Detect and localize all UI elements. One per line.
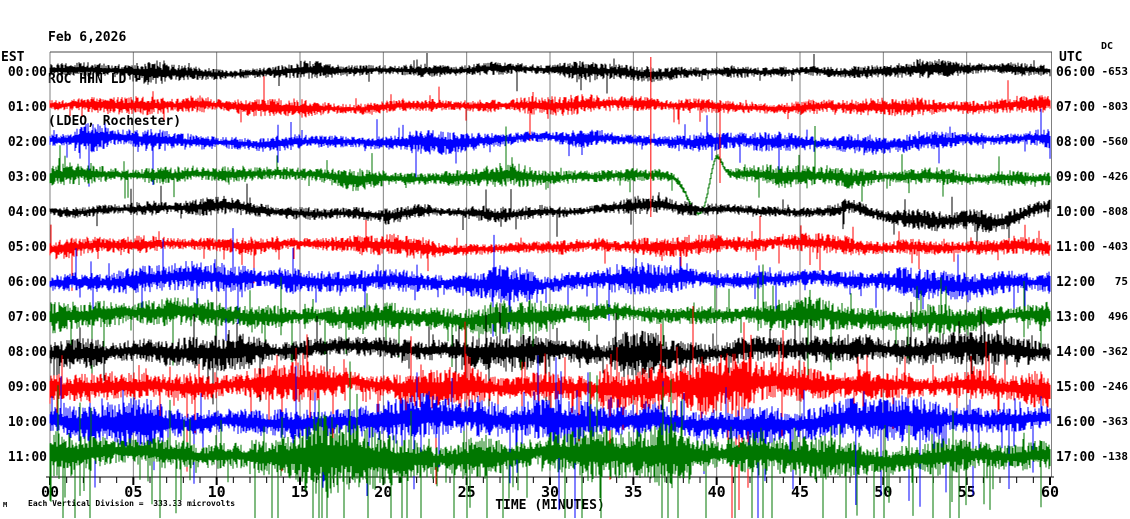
dc-value-1: -803 — [1102, 100, 1129, 113]
title-station: ROC HHN LD -- — [48, 72, 150, 87]
trace-row-11-11:00 — [49, 361, 1051, 518]
x-tick-label-40: 40 — [708, 483, 726, 501]
chart-title: Feb 6,2026 ROC HHN LD -- (LDEO, Rocheste… — [48, 3, 181, 143]
dc-value-6: 75 — [1115, 275, 1128, 288]
est-time-label-8: 08:00 — [8, 345, 47, 360]
trace-row-7-07:00 — [49, 264, 1051, 387]
x-tick-label-50: 50 — [874, 483, 892, 501]
utc-time-label-11: 17:00 — [1056, 450, 1095, 465]
trace-row-6-06:00 — [49, 228, 1051, 341]
dc-column-label: DC — [1101, 41, 1114, 52]
dc-value-4: -808 — [1102, 205, 1129, 218]
est-time-label-11: 11:00 — [8, 450, 47, 465]
utc-time-label-0: 06:00 — [1056, 65, 1095, 80]
trace-row-10-10:00 — [49, 355, 1051, 518]
est-time-label-9: 09:00 — [8, 380, 47, 395]
trace-row-2-02:00 — [49, 108, 1051, 187]
utc-time-label-6: 12:00 — [1056, 275, 1095, 290]
trace-row-9-09:00 — [49, 306, 1051, 518]
x-tick-label-55: 55 — [958, 483, 976, 501]
est-axis-label: EST — [1, 50, 25, 65]
utc-time-label-5: 11:00 — [1056, 240, 1095, 255]
title-network: (LDEO, Rochester) — [48, 114, 182, 129]
est-time-label-1: 01:00 — [8, 100, 47, 115]
dc-value-10: -363 — [1102, 415, 1129, 428]
est-time-label-10: 10:00 — [8, 415, 47, 430]
dc-value-5: -403 — [1102, 240, 1129, 253]
scale-note: Each Vertical Division = 333.33 microvol… — [28, 499, 236, 508]
utc-axis-label: UTC — [1059, 50, 1083, 65]
title-date: Feb 6,2026 — [48, 30, 127, 45]
est-time-label-0: 00:00 — [8, 65, 47, 80]
x-tick-label-35: 35 — [624, 483, 642, 501]
trace-row-8-08:00 — [49, 301, 1051, 431]
trace-row-0-00:00 — [49, 53, 1051, 94]
x-tick-label-30: 30 — [541, 483, 559, 501]
trace-row-4-04:00 — [49, 183, 1051, 249]
est-time-label-2: 02:00 — [8, 135, 47, 150]
est-time-label-5: 05:00 — [8, 240, 47, 255]
watermark-glyph: M — [3, 501, 8, 509]
dc-value-7: 496 — [1108, 310, 1128, 323]
trace-row-3-03:00 — [49, 126, 1051, 216]
dc-value-0: -653 — [1102, 65, 1129, 78]
x-tick-label-10: 10 — [208, 483, 226, 501]
x-tick-label-45: 45 — [791, 483, 809, 501]
utc-time-label-10: 16:00 — [1056, 415, 1095, 430]
x-tick-label-60: 60 — [1041, 483, 1059, 501]
dc-value-11: -138 — [1102, 450, 1129, 463]
dc-value-8: -362 — [1102, 345, 1129, 358]
dc-value-9: -246 — [1102, 380, 1129, 393]
utc-time-label-7: 13:00 — [1056, 310, 1095, 325]
trace-row-1-01:00 — [49, 76, 1051, 142]
est-time-label-3: 03:00 — [8, 170, 47, 185]
dc-value-2: -560 — [1102, 135, 1129, 148]
x-axis-title: TIME (MINUTES) — [495, 498, 605, 513]
est-time-label-6: 06:00 — [8, 275, 47, 290]
est-time-label-4: 04:00 — [8, 205, 47, 220]
dc-value-3: -426 — [1102, 170, 1129, 183]
utc-time-label-2: 08:00 — [1056, 135, 1095, 150]
utc-time-label-1: 07:00 — [1056, 100, 1095, 115]
est-time-label-7: 07:00 — [8, 310, 47, 325]
x-tick-label-20: 20 — [374, 483, 392, 501]
x-tick-label-05: 05 — [124, 483, 142, 501]
utc-time-label-9: 15:00 — [1056, 380, 1095, 395]
utc-time-label-4: 10:00 — [1056, 205, 1095, 220]
utc-time-label-3: 09:00 — [1056, 170, 1095, 185]
utc-time-label-8: 14:00 — [1056, 345, 1095, 360]
